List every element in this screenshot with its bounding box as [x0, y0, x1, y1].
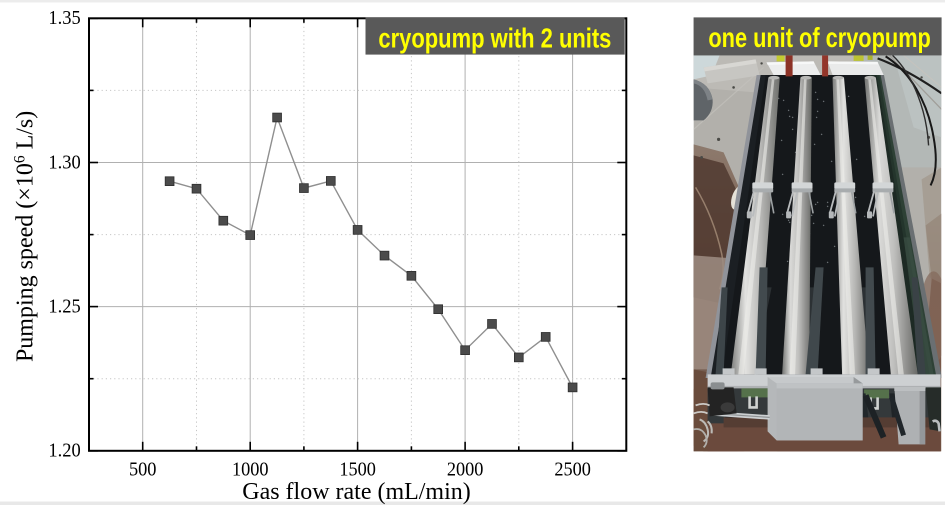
svg-text:Pumping speed (×106 L/s): Pumping speed (×106 L/s) — [11, 111, 38, 362]
svg-text:1.35: 1.35 — [48, 8, 80, 29]
svg-text:1.20: 1.20 — [48, 441, 80, 462]
svg-text:1.25: 1.25 — [48, 296, 80, 317]
svg-text:2000: 2000 — [447, 459, 484, 480]
svg-text:one unit of cryopump: one unit of cryopump — [708, 22, 931, 53]
svg-text:2500: 2500 — [554, 459, 591, 480]
svg-text:1.30: 1.30 — [48, 152, 80, 173]
svg-text:500: 500 — [129, 459, 157, 480]
svg-text:Gas flow rate (mL/min): Gas flow rate (mL/min) — [242, 479, 471, 505]
svg-text:1500: 1500 — [339, 459, 376, 480]
svg-text:cryopump with 2 units: cryopump with 2 units — [378, 23, 611, 54]
svg-text:1000: 1000 — [232, 459, 269, 480]
